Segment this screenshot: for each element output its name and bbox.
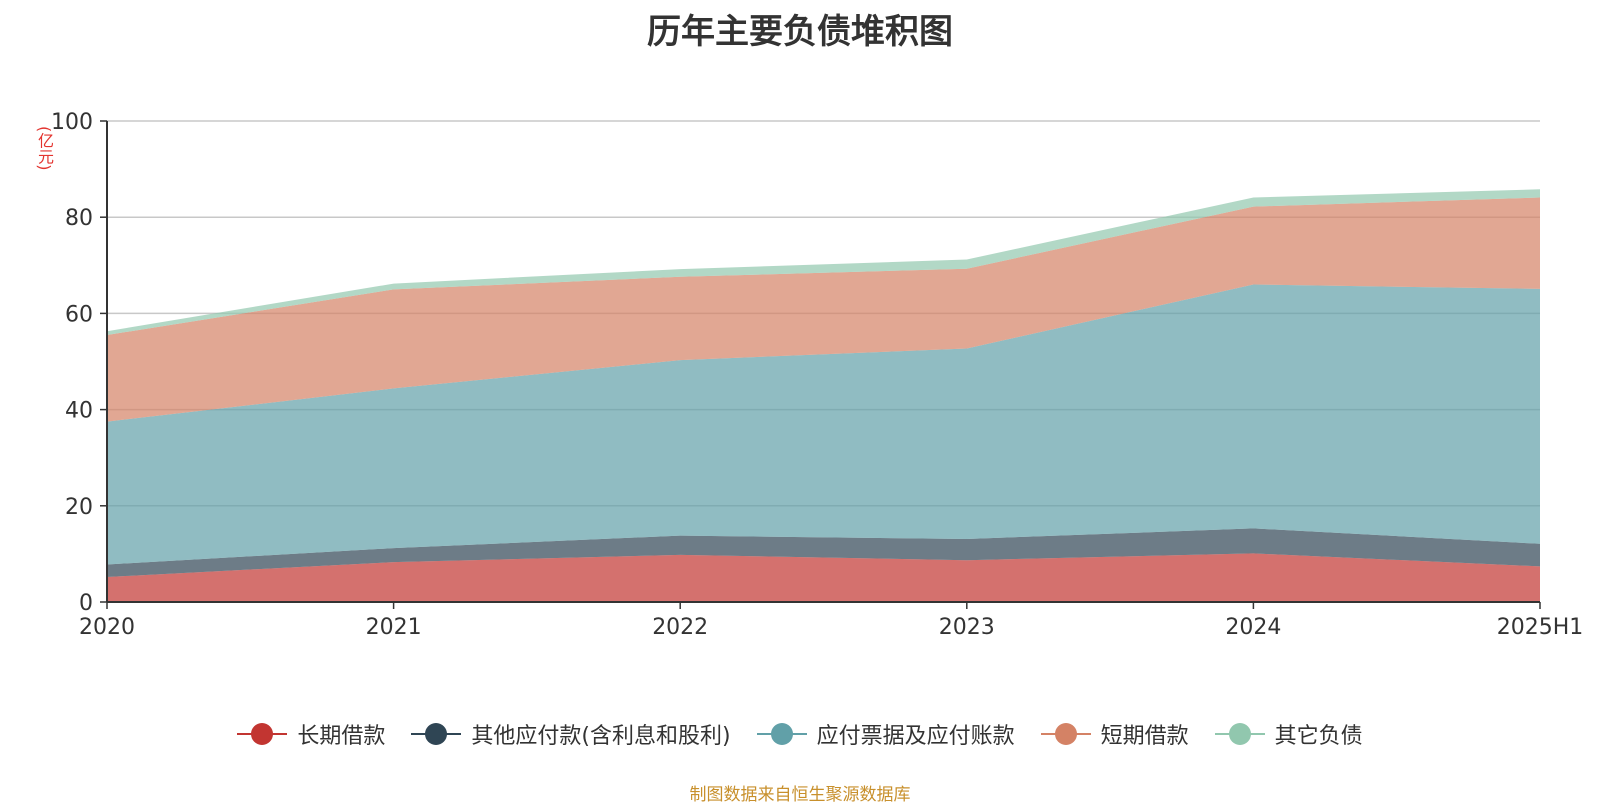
- y-tick-label: 60: [65, 302, 93, 327]
- chart-legend: 长期借款 其他应付款(含利息和股利) 应付票据及应付账款 短期借款 其它负债: [0, 718, 1600, 750]
- legend-label: 其他应付款(含利息和股利): [471, 724, 731, 749]
- legend-marker-icon: [411, 722, 462, 746]
- legend-item[interactable]: 长期借款: [237, 718, 385, 750]
- y-tick-label: 40: [65, 399, 93, 424]
- x-tick-label: 2022: [652, 615, 708, 640]
- legend-label: 应付票据及应付账款: [816, 724, 1015, 749]
- chart-title: 历年主要负债堆积图: [647, 12, 953, 52]
- y-tick-label: 20: [65, 495, 93, 520]
- y-tick-label: 0: [79, 591, 93, 616]
- data-source-note: 制图数据来自恒生聚源数据库: [689, 785, 911, 805]
- area-series: [107, 284, 1540, 565]
- y-tick-label: 80: [65, 206, 93, 231]
- legend-item[interactable]: 短期借款: [1040, 718, 1189, 750]
- legend-marker-icon: [1214, 722, 1265, 746]
- x-tick-label: 2023: [939, 615, 995, 640]
- x-tick-label: 2021: [366, 615, 422, 640]
- legend-marker-icon: [756, 722, 807, 746]
- x-tick-label: 2025H1: [1497, 615, 1584, 640]
- legend-marker-icon: [237, 722, 288, 746]
- x-tick-label: 2020: [79, 615, 135, 640]
- legend-item[interactable]: 应付票据及应付账款: [756, 718, 1015, 750]
- legend-label: 长期借款: [297, 724, 386, 749]
- area-series: [107, 528, 1540, 577]
- legend-marker-icon: [1040, 722, 1091, 746]
- legend-item[interactable]: 其他应付款(含利息和股利): [411, 718, 731, 750]
- legend-item[interactable]: 其它负债: [1214, 718, 1363, 750]
- legend-label: 短期借款: [1100, 724, 1189, 749]
- y-tick-label: 100: [51, 110, 93, 135]
- area-series: [107, 197, 1540, 422]
- legend-label: 其它负债: [1274, 724, 1363, 749]
- y-axis-unit: (亿元): [35, 126, 54, 171]
- x-tick-label: 2024: [1225, 615, 1281, 640]
- area-series: [107, 553, 1540, 602]
